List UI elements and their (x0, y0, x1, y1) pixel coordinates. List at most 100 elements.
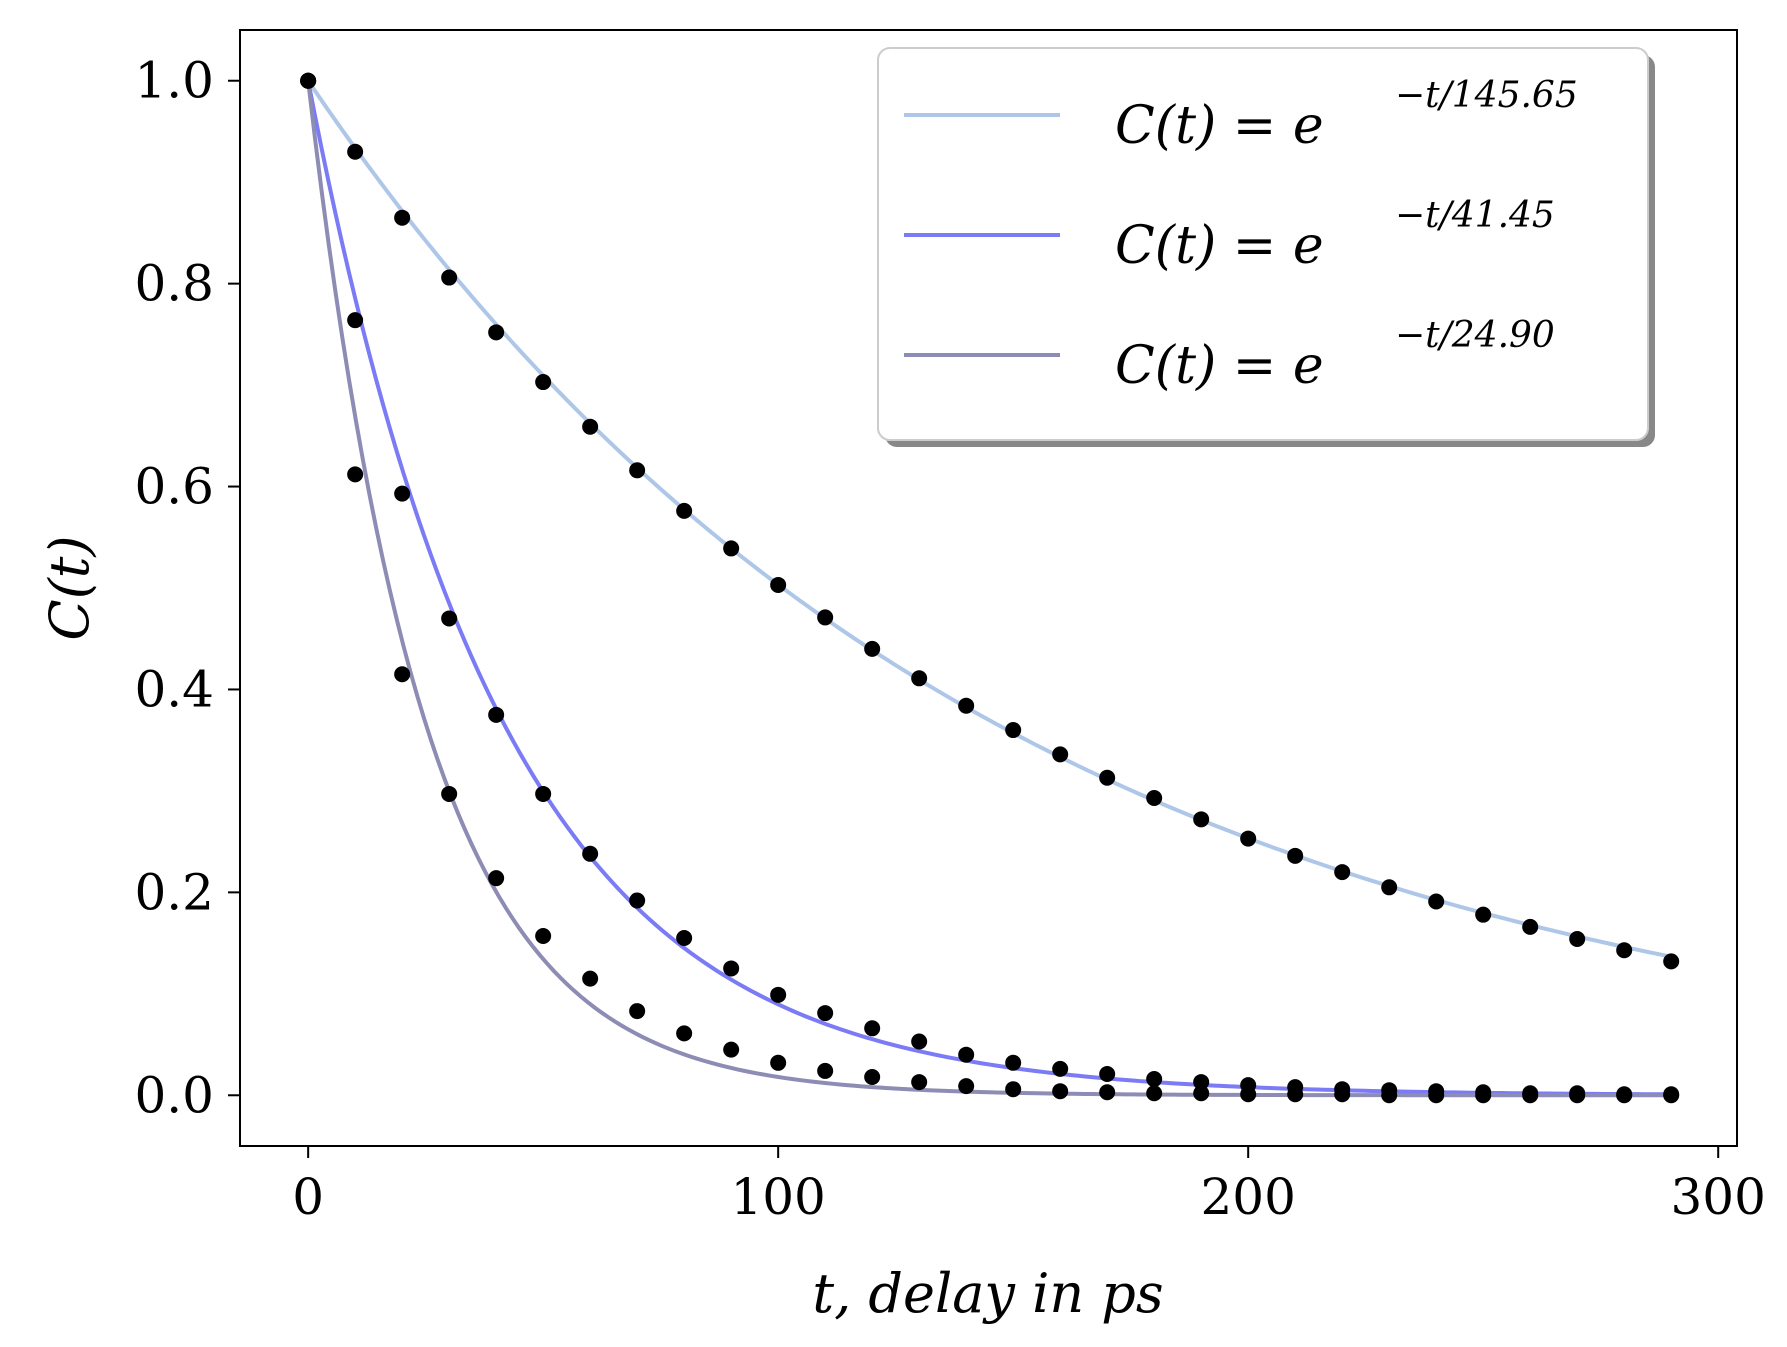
data-point-s3-24 (1428, 1087, 1445, 1104)
data-point-s3-22 (1334, 1086, 1351, 1103)
data-point-s3-11 (817, 1062, 834, 1079)
plot-frame (239, 29, 1738, 1147)
data-point-s2-14 (958, 1046, 975, 1063)
data-point-s2-4 (488, 706, 505, 723)
data-point-s2-13 (911, 1033, 928, 1050)
data-point-s2-7 (629, 892, 646, 909)
legend-label-3: C(t) = e (1115, 336, 1324, 396)
data-point-s2-10 (770, 986, 787, 1003)
data-point-s3-27 (1569, 1087, 1586, 1104)
data-point-s1-5 (535, 374, 552, 391)
data-point-s3-3 (441, 785, 458, 802)
data-point-s3-21 (1287, 1086, 1304, 1103)
data-point-s3-6 (582, 970, 599, 987)
data-point-s3-15 (1005, 1081, 1022, 1098)
data-point-s2-2 (394, 485, 411, 502)
data-point-s1-6 (582, 418, 599, 435)
data-point-s1-28 (1616, 942, 1633, 959)
y-tick-label: 0.8 (134, 255, 214, 313)
data-point-s3-1 (347, 466, 364, 483)
y-tick-label: 0.2 (134, 863, 214, 921)
data-point-s3-18 (1146, 1085, 1163, 1102)
data-point-s1-24 (1428, 893, 1445, 910)
data-point-s3-20 (1240, 1086, 1257, 1103)
data-point-s3-10 (770, 1054, 787, 1071)
data-point-s3-5 (535, 927, 552, 944)
data-point-s2-18 (1146, 1071, 1163, 1088)
data-point-s1-26 (1522, 918, 1539, 935)
data-point-s1-1 (347, 143, 364, 160)
data-point-s1-22 (1334, 864, 1351, 881)
data-point-s1-15 (1005, 722, 1022, 739)
x-axis-label: t, delay in ps (812, 1262, 1163, 1325)
data-points (300, 72, 1680, 1104)
data-point-s2-12 (864, 1020, 881, 1037)
y-tick-label: 0.0 (134, 1066, 214, 1124)
y-tick-label: 0.4 (134, 660, 214, 718)
data-point-s3-28 (1616, 1087, 1633, 1104)
data-point-s2-9 (723, 960, 740, 977)
data-point-s1-25 (1475, 906, 1492, 923)
data-point-s1-17 (1099, 769, 1116, 786)
data-point-s2-11 (817, 1005, 834, 1022)
data-point-s1-13 (911, 670, 928, 687)
data-point-s1-10 (770, 576, 787, 593)
data-point-s1-16 (1052, 746, 1069, 763)
data-point-s1-14 (958, 697, 975, 714)
y-tick-label: 0.6 (134, 458, 214, 516)
legend: C(t) = e −t/145.65 C(t) = e −t/41.45 C(t) = … (877, 47, 1655, 447)
data-point-s1-9 (723, 540, 740, 557)
data-point-s2-3 (441, 610, 458, 627)
data-point-s3-26 (1522, 1087, 1539, 1104)
data-point-s1-4 (488, 324, 505, 341)
data-point-s3-2 (394, 666, 411, 683)
x-tick-label: 200 (1200, 1168, 1295, 1226)
x-tick-label: 300 (1670, 1168, 1765, 1226)
legend-label-2: C(t) = e (1115, 216, 1324, 276)
x-tick-label: 100 (730, 1168, 825, 1226)
data-point-s2-6 (582, 845, 599, 862)
data-point-s1-11 (817, 609, 834, 626)
data-point-s3-25 (1475, 1087, 1492, 1104)
data-point-s3-0 (300, 72, 317, 89)
data-point-s1-20 (1240, 830, 1257, 847)
data-point-s2-1 (347, 312, 364, 329)
data-point-s3-4 (488, 870, 505, 887)
data-point-s3-8 (676, 1025, 693, 1042)
data-point-s3-12 (864, 1069, 881, 1086)
data-point-s3-19 (1193, 1085, 1210, 1102)
data-point-s1-7 (629, 462, 646, 479)
y-axis-ticks: 0.0 0.2 0.4 0.6 0.8 1.0 (134, 52, 240, 1124)
data-point-s2-15 (1005, 1054, 1022, 1071)
data-point-s2-16 (1052, 1060, 1069, 1077)
data-point-s1-19 (1193, 811, 1210, 828)
data-point-s1-23 (1381, 879, 1398, 896)
x-tick-label: 0 (292, 1168, 324, 1226)
data-point-s1-2 (394, 209, 411, 226)
legend-exponent-1: −t/145.65 (1395, 75, 1578, 116)
data-point-s3-23 (1381, 1087, 1398, 1104)
data-point-s3-17 (1099, 1084, 1116, 1101)
legend-box (877, 47, 1649, 441)
data-point-s3-13 (911, 1074, 928, 1091)
y-tick-label: 1.0 (134, 52, 214, 110)
data-point-s3-29 (1663, 1087, 1680, 1104)
data-point-s1-27 (1569, 931, 1586, 948)
data-point-s2-17 (1099, 1065, 1116, 1082)
data-point-s3-16 (1052, 1083, 1069, 1100)
x-axis-ticks: 0 100 200 300 (292, 1146, 1766, 1226)
data-point-s2-5 (535, 785, 552, 802)
data-point-s1-21 (1287, 847, 1304, 864)
y-axis-label: C(t) (38, 535, 101, 640)
data-point-s1-12 (864, 640, 881, 657)
legend-exponent-3: −t/24.90 (1395, 315, 1555, 356)
data-point-s3-14 (958, 1078, 975, 1095)
data-point-s1-18 (1146, 790, 1163, 807)
data-point-s1-3 (441, 269, 458, 286)
data-point-s2-19 (1193, 1074, 1210, 1091)
legend-label-1: C(t) = e (1115, 96, 1324, 156)
data-point-s3-9 (723, 1041, 740, 1058)
data-point-s1-8 (676, 502, 693, 519)
data-point-s2-8 (676, 930, 693, 947)
